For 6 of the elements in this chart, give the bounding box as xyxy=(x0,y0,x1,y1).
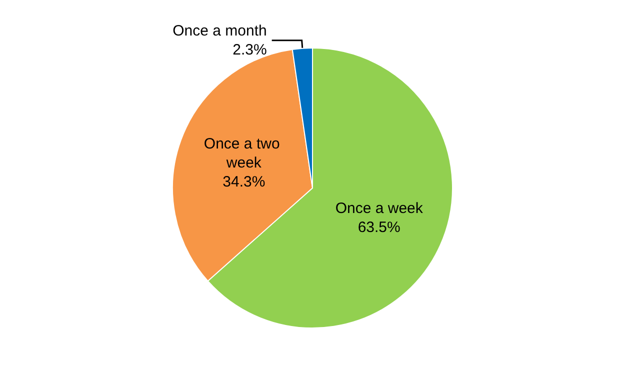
slice-label: Once a week xyxy=(335,200,424,217)
data-label: 34.3% xyxy=(222,173,266,190)
slice-label: Once a two week xyxy=(204,135,284,172)
slice-label: Once a month xyxy=(172,22,267,40)
data-label: 63.5% xyxy=(358,218,400,236)
data-label: 2.3% xyxy=(232,41,267,58)
